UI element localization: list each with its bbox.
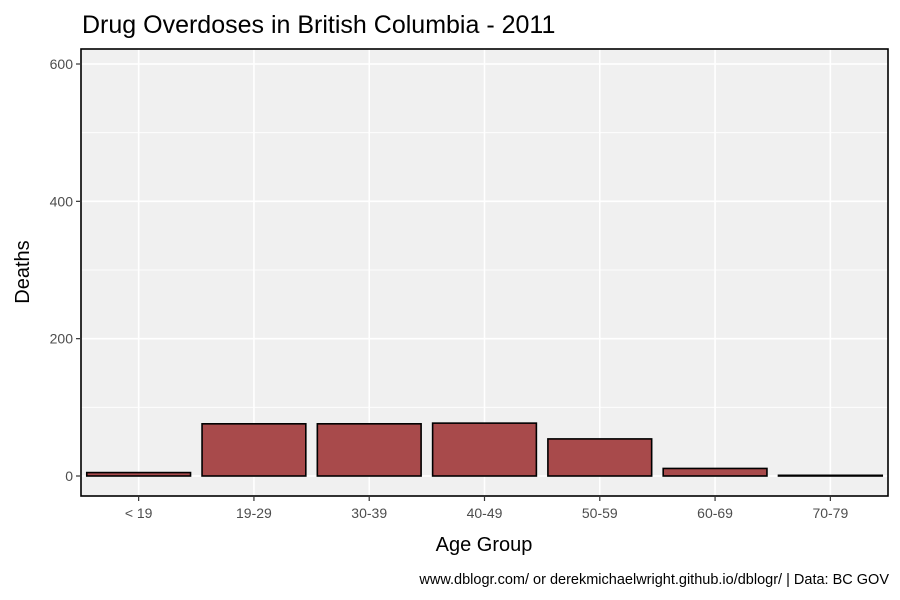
x-tick-label: 30-39 <box>351 505 387 521</box>
bar <box>547 438 653 477</box>
x-tick-label: 70-79 <box>812 505 848 521</box>
bar <box>777 474 884 477</box>
gridlines <box>81 49 888 496</box>
chart-title: Drug Overdoses in British Columbia - 201… <box>82 11 555 39</box>
y-tick-label: 400 <box>50 193 74 209</box>
bar <box>85 471 192 477</box>
x-tick-label: < 19 <box>125 505 153 521</box>
bar <box>662 467 768 477</box>
y-tick-label: 200 <box>50 331 74 347</box>
x-tick-label: 50-59 <box>582 505 618 521</box>
x-tick-label: 40-49 <box>467 505 503 521</box>
bar <box>431 422 538 477</box>
x-axis: < 19 19-29 30-39 40-49 50-59 60-69 70-79 <box>125 496 848 521</box>
bars <box>85 422 884 477</box>
x-tick-label: 19-29 <box>236 505 272 521</box>
bar <box>201 423 307 477</box>
y-tick-label: 0 <box>65 468 73 484</box>
y-axis: 0 200 400 600 <box>50 56 81 484</box>
y-axis-title: Deaths <box>12 240 34 303</box>
chart-caption: www.dblogr.com/ or derekmichaelwright.gi… <box>418 572 889 588</box>
y-tick-label: 600 <box>50 56 74 72</box>
x-axis-title: Age Group <box>436 534 533 556</box>
bar <box>316 423 422 477</box>
x-tick-label: 60-69 <box>697 505 733 521</box>
